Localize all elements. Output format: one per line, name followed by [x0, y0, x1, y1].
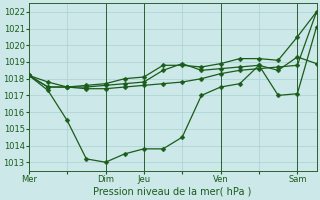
X-axis label: Pression niveau de la mer( hPa ): Pression niveau de la mer( hPa ): [93, 187, 252, 197]
